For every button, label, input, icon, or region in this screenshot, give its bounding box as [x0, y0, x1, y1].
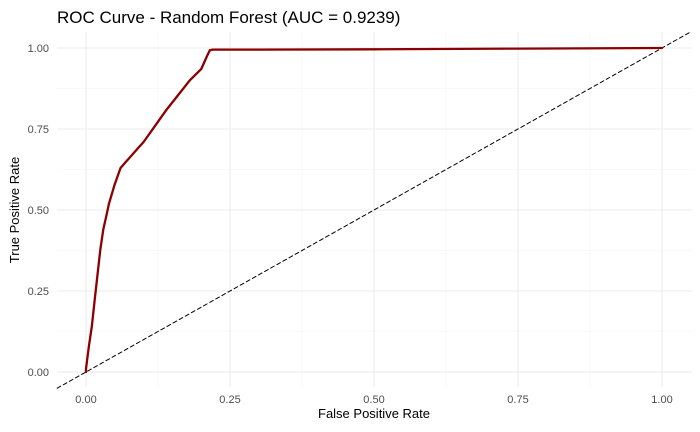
x-tick-label: 0.25: [219, 394, 240, 406]
series-layer: [56, 31, 692, 389]
y-tick-label: 0.50: [28, 205, 49, 217]
x-tick-labels: 0.00 0.25 0.50 0.75 1.00: [75, 394, 672, 406]
x-tick-label: 0.50: [363, 394, 384, 406]
x-tick-label: 0.75: [507, 394, 528, 406]
y-tick-label: 0.00: [28, 367, 49, 379]
y-tick-label: 0.75: [28, 124, 49, 136]
diagonal-reference-line: [56, 31, 692, 389]
x-tick-label: 1.00: [651, 394, 672, 406]
grid: [57, 32, 692, 387]
x-axis-label: False Positive Rate: [318, 406, 430, 421]
y-tick-labels: 0.00 0.25 0.50 0.75 1.00: [28, 43, 49, 379]
roc-curve-line: [84, 46, 664, 374]
x-tick-label: 0.00: [75, 394, 96, 406]
chart-title: ROC Curve - Random Forest (AUC = 0.9239): [57, 8, 400, 27]
y-tick-label: 0.25: [28, 286, 49, 298]
y-tick-label: 1.00: [28, 43, 49, 55]
y-axis-label: True Positive Rate: [7, 157, 22, 263]
